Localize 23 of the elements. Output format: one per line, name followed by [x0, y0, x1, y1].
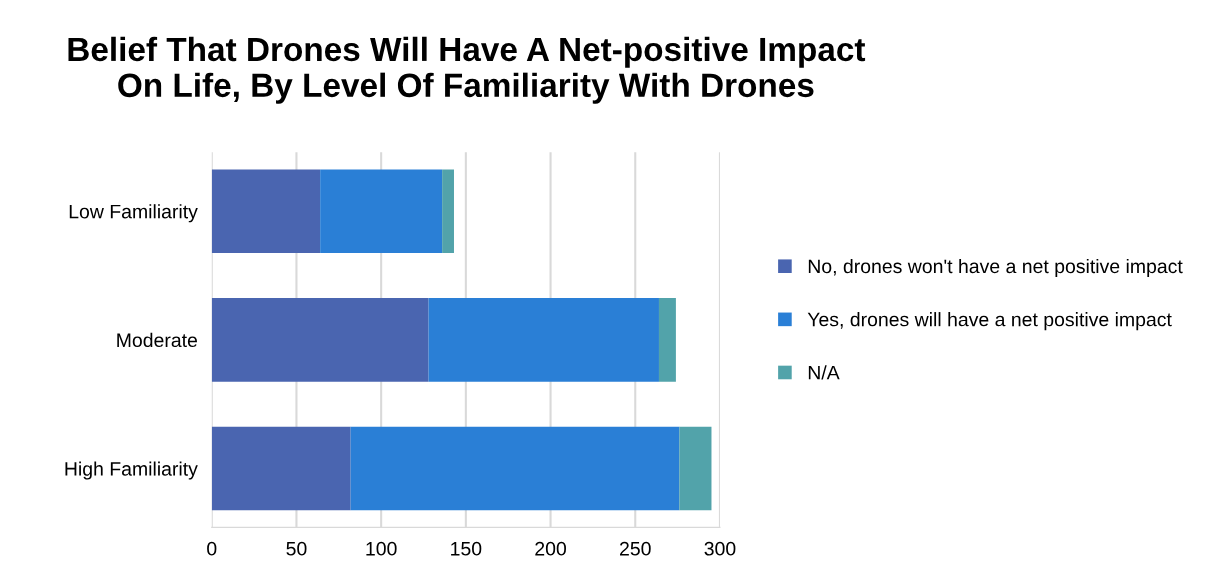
x-tick-label: 300: [704, 541, 736, 556]
bar: [350, 426, 680, 511]
bar: [442, 169, 454, 254]
bar: [211, 426, 351, 511]
chart-title: Belief That Drones Will Have A Net-positive Impact On Life, By Level Of Familiarity With Drones: [68, 36, 866, 104]
bar: [211, 169, 321, 254]
x-tick-label: 250: [620, 541, 651, 556]
bar: [679, 426, 712, 511]
x-tick-label: 50: [286, 541, 307, 556]
y-tick-label: Moderate: [117, 332, 197, 348]
x-tick-label: 150: [451, 541, 482, 556]
bar: [658, 298, 676, 382]
bar: [428, 298, 659, 382]
bar: [320, 169, 443, 254]
y-tick-label: High Familiarity: [65, 461, 198, 480]
x-tick-label: 100: [366, 541, 397, 556]
legend-label: N/A: [808, 365, 840, 380]
legend-label: Yes, drones will have a net positive impact: [807, 312, 1172, 331]
x-tick-label: 200: [535, 541, 567, 556]
x-tick-label: 0: [207, 541, 217, 556]
y-tick-label: Low Familiarity: [69, 204, 198, 223]
bar: [211, 298, 429, 382]
legend-label: No, drones won't have a net positive impact: [808, 258, 1183, 278]
